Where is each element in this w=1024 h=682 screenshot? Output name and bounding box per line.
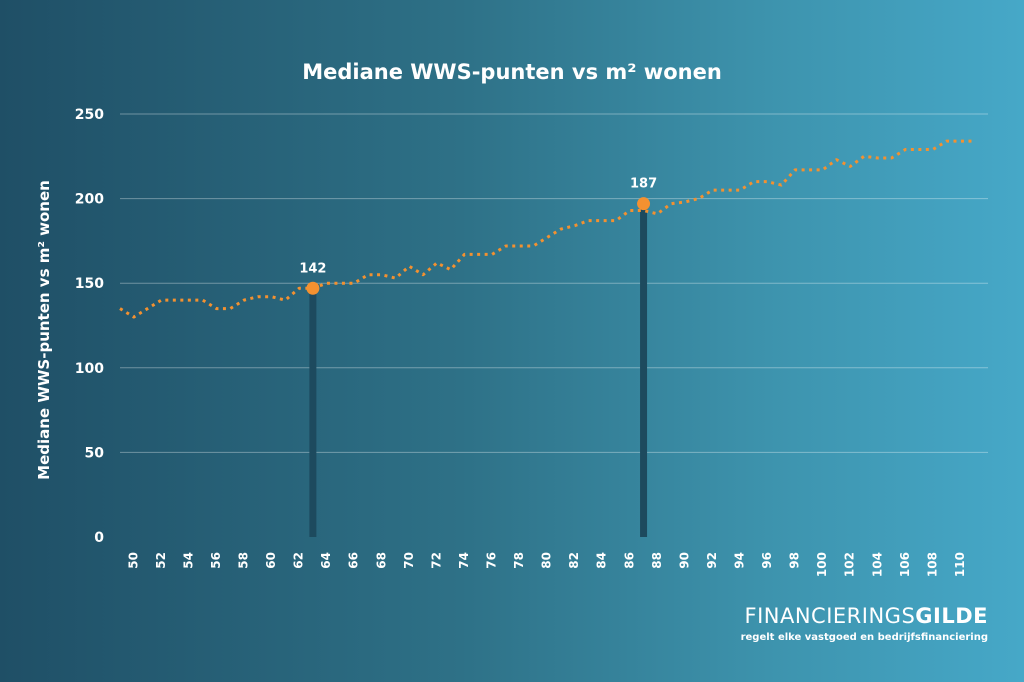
y-tick-label: 250 [75, 107, 104, 123]
x-tick-label: 76 [485, 552, 499, 569]
x-tick-label: 64 [319, 552, 333, 569]
x-tick-label: 90 [677, 552, 691, 569]
x-tick-label: 82 [567, 552, 581, 569]
brand-name-bold: GILDE [915, 604, 988, 628]
x-tick-label: 106 [898, 552, 912, 577]
y-tick-label: 200 [75, 192, 104, 208]
x-tick-label: 92 [705, 552, 719, 569]
x-tick-label: 60 [264, 552, 278, 569]
x-tick-label: 88 [650, 552, 664, 569]
chart-title: Mediane WWS-punten vs m² wonen [302, 60, 722, 84]
x-tick-label: 108 [925, 552, 939, 577]
y-tick-label: 100 [75, 361, 104, 377]
x-tick-label: 72 [429, 552, 443, 569]
x-tick-label: 74 [457, 552, 471, 569]
highlight-marker [306, 281, 320, 295]
x-tick-label: 96 [760, 552, 774, 569]
x-tick-label: 80 [540, 552, 554, 569]
x-tick-label: 84 [595, 552, 609, 569]
x-tick-label: 70 [402, 552, 416, 569]
x-tick-label: 94 [733, 552, 747, 569]
x-tick-label: 104 [870, 552, 884, 577]
x-tick-label: 58 [237, 552, 251, 569]
x-tick-label: 86 [622, 552, 636, 569]
x-tick-label: 52 [154, 552, 168, 569]
x-tick-label: 100 [815, 552, 829, 577]
x-tick-label: 56 [209, 552, 223, 569]
data-label: 142 [299, 261, 326, 276]
x-tick-label: 50 [126, 552, 140, 569]
x-tick-label: 66 [347, 552, 361, 569]
x-tick-label: 110 [953, 552, 967, 577]
x-tick-label: 54 [181, 552, 195, 569]
y-tick-label: 150 [75, 276, 104, 292]
y-tick-label: 50 [85, 445, 105, 461]
x-tick-label: 78 [512, 552, 526, 569]
brand-tagline: regelt elke vastgoed en bedrijfsfinancie… [740, 632, 988, 643]
y-tick-label: 0 [94, 530, 104, 546]
x-tick-label: 68 [374, 552, 388, 569]
highlight-marker [637, 197, 651, 211]
data-label: 187 [630, 177, 657, 192]
brand-name-light: FINANCIERINGS [744, 604, 916, 628]
brand-logo: FINANCIERINGSGILDE regelt elke vastgoed … [741, 604, 988, 643]
series-line [119, 139, 975, 319]
x-tick-label: 62 [292, 552, 306, 569]
x-tick-label: 102 [843, 552, 857, 577]
x-tick-label: 98 [788, 552, 802, 569]
